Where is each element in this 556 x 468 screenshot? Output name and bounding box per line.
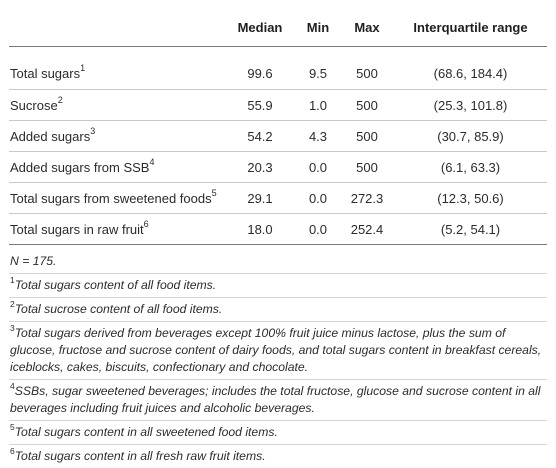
table-row: Sucrose2 55.9 1.0 500 (25.3, 101.8) xyxy=(9,89,547,121)
cell-max: 272.3 xyxy=(340,182,394,214)
cell-median: 29.1 xyxy=(224,182,296,214)
footnote-text: Total sucrose content of all food items. xyxy=(14,302,223,316)
table-row: Total sugars from sweetened foods5 29.1 … xyxy=(9,182,547,214)
table-row: Total sugars in raw fruit6 18.0 0.0 252.… xyxy=(9,213,547,245)
cell-min: 0.0 xyxy=(296,182,340,214)
cell-min: 1.0 xyxy=(296,89,340,121)
cell-max: 500 xyxy=(340,151,394,183)
header-min: Min xyxy=(296,0,340,47)
footnote-text: Total sugars content in all fresh raw fr… xyxy=(14,449,266,463)
row-label-text: Total sugars from sweetened foods xyxy=(10,190,212,206)
row-footnote-marker: 6 xyxy=(143,219,149,230)
footnote-marker: 1 xyxy=(10,274,15,285)
footnote-text: Total sugars derived from beverages exce… xyxy=(10,326,542,374)
cell-max: 252.4 xyxy=(340,213,394,245)
cell-iqr: (6.1, 63.3) xyxy=(394,151,547,183)
footnote: 1Total sugars content of all food items. xyxy=(9,274,547,298)
table-header-row: Median Min Max Interquartile range xyxy=(9,0,547,47)
row-label: Total sugars in raw fruit6 xyxy=(9,213,224,245)
row-label: Added sugars3 xyxy=(9,120,224,152)
footnote-text: Total sugars content in all sweetened fo… xyxy=(14,425,278,439)
header-median: Median xyxy=(224,0,296,47)
footnote: 4SSBs, sugar sweetened beverages; includ… xyxy=(9,380,547,421)
table-footnotes: N = 175. 1Total sugars content of all fo… xyxy=(9,253,547,468)
footnote-marker: 3 xyxy=(10,322,15,333)
footnote: 2Total sucrose content of all food items… xyxy=(9,298,547,322)
footnote: 5Total sugars content in all sweetened f… xyxy=(9,421,547,445)
cell-max: 500 xyxy=(340,46,394,90)
row-footnote-marker: 3 xyxy=(90,126,96,137)
header-max: Max xyxy=(340,0,394,47)
footnote-marker: 4 xyxy=(10,380,15,391)
cell-max: 500 xyxy=(340,120,394,152)
footnote-text: SSBs, sugar sweetened beverages; include… xyxy=(10,384,541,415)
header-iqr: Interquartile range xyxy=(394,0,547,47)
cell-iqr: (5.2, 54.1) xyxy=(394,213,547,245)
row-footnote-marker: 1 xyxy=(80,63,86,74)
row-footnote-marker: 4 xyxy=(149,157,155,168)
sugars-table: Median Min Max Interquartile range Total… xyxy=(9,0,547,245)
cell-iqr: (12.3, 50.6) xyxy=(394,182,547,214)
row-label-text: Sucrose xyxy=(10,97,58,113)
row-label: Total sugars1 xyxy=(9,46,224,90)
table-row: Added sugars3 54.2 4.3 500 (30.7, 85.9) xyxy=(9,120,547,152)
cell-median: 54.2 xyxy=(224,120,296,152)
cell-iqr: (30.7, 85.9) xyxy=(394,120,547,152)
footnote-marker: 6 xyxy=(10,445,15,456)
footnote-text: Total sugars content of all food items. xyxy=(14,278,217,292)
table-row: Added sugars from SSB4 20.3 0.0 500 (6.1… xyxy=(9,151,547,183)
cell-median: 99.6 xyxy=(224,46,296,90)
row-label-text: Added sugars xyxy=(10,128,91,144)
footnote-text: N = 175. xyxy=(10,254,57,268)
cell-median: 18.0 xyxy=(224,213,296,245)
row-footnote-marker: 5 xyxy=(211,188,217,199)
header-label xyxy=(9,0,224,47)
sugars-table-figure: Median Min Max Interquartile range Total… xyxy=(9,0,547,463)
row-label: Added sugars from SSB4 xyxy=(9,151,224,183)
table-row: Total sugars1 99.6 9.5 500 (68.6, 184.4) xyxy=(9,46,547,90)
footnote-marker: 2 xyxy=(10,298,15,309)
row-label-text: Total sugars xyxy=(10,65,81,81)
cell-iqr: (68.6, 184.4) xyxy=(394,46,547,90)
cell-min: 9.5 xyxy=(296,46,340,90)
cell-iqr: (25.3, 101.8) xyxy=(394,89,547,121)
cell-median: 55.9 xyxy=(224,89,296,121)
cell-median: 20.3 xyxy=(224,151,296,183)
footnote: 3Total sugars derived from beverages exc… xyxy=(9,322,547,380)
footnote: 6Total sugars content in all fresh raw f… xyxy=(9,445,547,468)
cell-min: 0.0 xyxy=(296,151,340,183)
row-label: Total sugars from sweetened foods5 xyxy=(9,182,224,214)
cell-max: 500 xyxy=(340,89,394,121)
footnote-marker: 5 xyxy=(10,421,15,432)
table-body: Total sugars1 99.6 9.5 500 (68.6, 184.4)… xyxy=(9,46,547,245)
row-label-text: Total sugars in raw fruit xyxy=(10,221,144,237)
cell-min: 0.0 xyxy=(296,213,340,245)
row-label-text: Added sugars from SSB xyxy=(10,159,150,175)
row-label: Sucrose2 xyxy=(9,89,224,121)
footnote: N = 175. xyxy=(9,253,547,274)
row-footnote-marker: 2 xyxy=(57,95,63,106)
cell-min: 4.3 xyxy=(296,120,340,152)
